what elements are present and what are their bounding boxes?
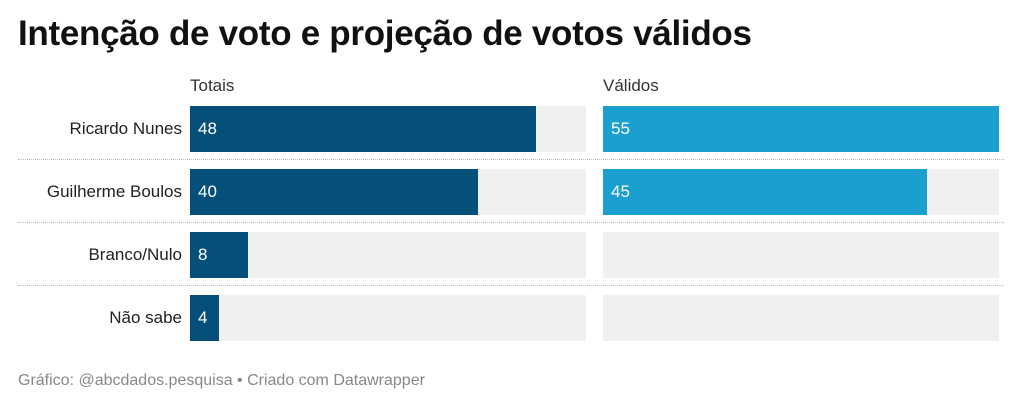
row-divider xyxy=(18,285,1004,286)
category-label: Guilherme Boulos xyxy=(46,182,182,201)
chart-row: Não sabe 4 xyxy=(0,295,1024,358)
bar-value-label: 40 xyxy=(198,182,217,201)
bar xyxy=(190,106,536,152)
chart-row: Ricardo Nunes 48 55 xyxy=(0,106,1024,169)
bar xyxy=(190,295,219,341)
chart-row: Guilherme Boulos 40 45 xyxy=(0,169,1024,232)
bar xyxy=(603,106,999,152)
bar-track: 4 xyxy=(190,295,586,341)
bar-track: 8 xyxy=(190,232,586,278)
bar-track xyxy=(603,232,999,278)
row-divider xyxy=(18,222,1004,223)
chart-title: Intenção de voto e projeção de votos vál… xyxy=(18,14,752,53)
bar-track: 45 xyxy=(603,169,999,215)
bar-value-label: 48 xyxy=(198,119,217,138)
bar-track: 40 xyxy=(190,169,586,215)
bar-value-label: 8 xyxy=(198,245,208,264)
bar-value-label: 45 xyxy=(611,182,630,201)
chart-row: Branco/Nulo 8 xyxy=(0,232,1024,295)
category-label: Ricardo Nunes xyxy=(69,119,182,138)
bar-value-label: 4 xyxy=(198,308,208,327)
panel-header-totais: Totais xyxy=(190,76,235,95)
row-divider xyxy=(18,159,1004,160)
bar-track: 55 xyxy=(603,106,999,152)
bar xyxy=(190,169,478,215)
bar-track xyxy=(603,295,999,341)
bar-value-label: 55 xyxy=(611,119,630,138)
category-label: Não sabe xyxy=(109,308,182,327)
bar xyxy=(603,169,927,215)
bar-track: 48 xyxy=(190,106,586,152)
chart-footer: Gráfico: @abcdados.pesquisa • Criado com… xyxy=(18,372,425,389)
panel-header-validos: Válidos xyxy=(603,76,659,95)
bar xyxy=(190,232,248,278)
category-label: Branco/Nulo xyxy=(88,245,182,264)
